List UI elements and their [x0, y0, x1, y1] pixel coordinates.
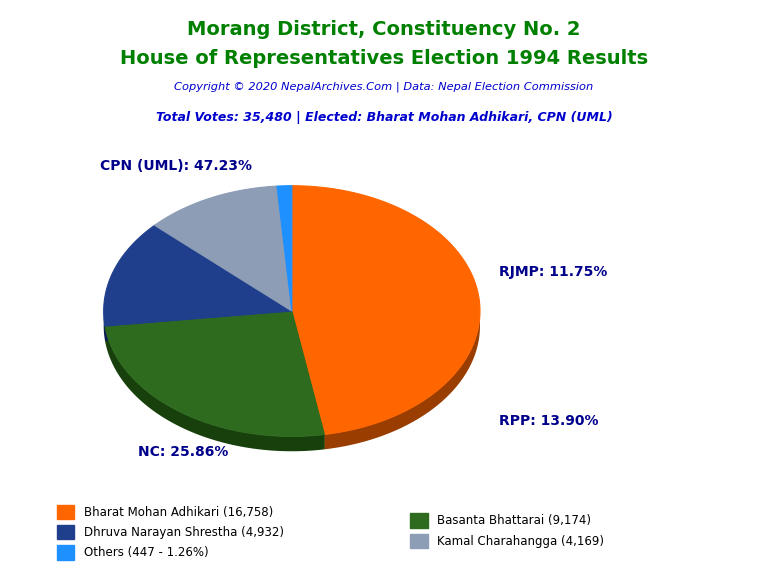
Polygon shape: [292, 311, 324, 449]
Legend: Bharat Mohan Adhikari (16,758), Dhruva Narayan Shrestha (4,932), Others (447 - 1: Bharat Mohan Adhikari (16,758), Dhruva N…: [52, 500, 289, 564]
Polygon shape: [277, 185, 292, 311]
Polygon shape: [105, 311, 292, 341]
Text: RJMP: 11.75%: RJMP: 11.75%: [499, 265, 607, 279]
Text: Copyright © 2020 NepalArchives.Com | Data: Nepal Election Commission: Copyright © 2020 NepalArchives.Com | Dat…: [174, 82, 594, 92]
Polygon shape: [105, 311, 324, 437]
Polygon shape: [154, 186, 292, 311]
Polygon shape: [105, 311, 292, 341]
Text: RPP: 13.90%: RPP: 13.90%: [499, 414, 599, 428]
Text: House of Representatives Election 1994 Results: House of Representatives Election 1994 R…: [120, 49, 648, 68]
Text: CPN (UML): 47.23%: CPN (UML): 47.23%: [100, 159, 252, 173]
Text: NC: 25.86%: NC: 25.86%: [138, 445, 229, 459]
Polygon shape: [292, 311, 324, 449]
Legend: Basanta Bhattarai (9,174), Kamal Charahangga (4,169): Basanta Bhattarai (9,174), Kamal Charaha…: [406, 509, 609, 553]
Polygon shape: [324, 312, 480, 449]
Text: Total Votes: 35,480 | Elected: Bharat Mohan Adhikari, CPN (UML): Total Votes: 35,480 | Elected: Bharat Mo…: [156, 111, 612, 124]
Polygon shape: [292, 185, 480, 434]
Polygon shape: [104, 225, 292, 326]
Polygon shape: [104, 312, 105, 341]
Text: Morang District, Constituency No. 2: Morang District, Constituency No. 2: [187, 20, 581, 39]
Polygon shape: [105, 326, 324, 451]
